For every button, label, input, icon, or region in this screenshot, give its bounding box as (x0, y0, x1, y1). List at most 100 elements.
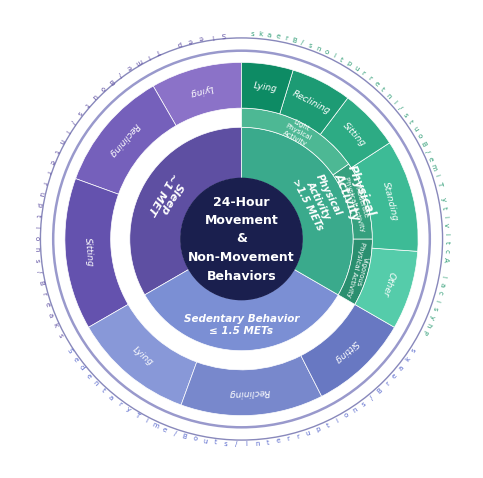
Text: i: i (143, 418, 148, 424)
Text: i: i (146, 53, 151, 59)
Text: /: / (70, 119, 76, 125)
Text: /: / (235, 441, 238, 447)
Text: /: / (36, 270, 42, 273)
Text: y: y (125, 406, 131, 413)
Text: r: r (116, 401, 122, 407)
Text: s: s (57, 332, 64, 338)
Text: Physical
Activity: Physical Activity (331, 163, 377, 224)
Text: k: k (404, 356, 412, 363)
Text: r: r (40, 292, 47, 296)
Text: n: n (33, 247, 40, 252)
Text: B: B (376, 387, 384, 394)
Text: Light
Physical
Activity: Light Physical Activity (281, 117, 316, 147)
Text: i: i (442, 215, 449, 218)
Text: m: m (430, 163, 438, 171)
Text: o: o (192, 435, 198, 442)
Text: s: s (34, 259, 41, 263)
Text: c: c (443, 249, 450, 253)
Text: t: t (34, 214, 41, 217)
Text: A: A (442, 257, 449, 262)
Text: s: s (431, 306, 438, 312)
Text: s: s (402, 112, 409, 119)
Text: n: n (92, 380, 99, 387)
Text: i: i (433, 173, 440, 177)
Text: Sitting: Sitting (341, 120, 367, 148)
Text: /: / (369, 394, 375, 401)
Text: /: / (117, 71, 122, 77)
Text: t: t (444, 241, 450, 244)
Text: s: s (76, 109, 83, 116)
Text: u: u (305, 430, 312, 437)
Text: Sleep
~1 MET: Sleep ~1 MET (146, 170, 188, 222)
Text: i: i (434, 299, 440, 303)
Text: p: p (345, 60, 352, 67)
Text: k: k (52, 322, 59, 328)
Text: I: I (246, 441, 248, 447)
Text: Sitting: Sitting (333, 338, 360, 365)
Circle shape (181, 178, 302, 300)
Text: e: e (391, 372, 398, 380)
Text: o: o (33, 236, 39, 240)
Text: a: a (107, 394, 114, 401)
Text: t: t (100, 388, 106, 394)
Wedge shape (145, 269, 338, 351)
Wedge shape (301, 304, 395, 396)
Wedge shape (320, 98, 390, 168)
Text: u: u (38, 191, 45, 196)
Text: s: s (250, 31, 254, 37)
Text: Standing: Standing (382, 181, 400, 222)
Text: B: B (38, 280, 44, 286)
Text: e: e (71, 356, 79, 363)
Wedge shape (351, 143, 418, 251)
Text: S: S (66, 348, 73, 354)
Text: t: t (53, 149, 59, 153)
Text: n: n (57, 138, 65, 144)
Text: Lying: Lying (189, 83, 214, 98)
Text: Vigorous
Physical Activity: Vigorous Physical Activity (345, 241, 372, 300)
Wedge shape (333, 164, 372, 239)
Text: r: r (360, 70, 366, 76)
Text: e: e (372, 80, 380, 87)
Wedge shape (153, 63, 242, 126)
Wedge shape (280, 70, 348, 134)
Text: Sedentary Behavior
≤ 1.5 METs: Sedentary Behavior ≤ 1.5 METs (184, 315, 299, 336)
Text: I: I (392, 99, 398, 105)
Text: /: / (172, 430, 177, 436)
Text: m: m (151, 421, 159, 429)
Text: n: n (315, 45, 322, 52)
Text: P: P (421, 329, 428, 336)
Text: e: e (275, 438, 281, 445)
Text: r: r (44, 170, 51, 174)
Text: l: l (440, 274, 447, 278)
Text: e: e (162, 426, 168, 433)
Text: Physical
Activity
>1.5 METs: Physical Activity >1.5 METs (291, 167, 346, 232)
Text: e: e (199, 34, 204, 41)
Text: /: / (397, 106, 403, 111)
Text: n: n (352, 406, 359, 414)
Text: /: / (300, 40, 304, 46)
Text: e: e (85, 372, 92, 380)
Text: e: e (427, 156, 434, 163)
Wedge shape (88, 304, 197, 405)
Wedge shape (181, 356, 322, 415)
Text: u: u (91, 92, 98, 99)
Text: Reclining: Reclining (291, 88, 332, 116)
Text: d: d (78, 364, 85, 371)
Text: i: i (332, 53, 336, 59)
Text: /: / (424, 149, 430, 154)
Text: l: l (211, 33, 214, 39)
Text: s: s (360, 401, 367, 407)
Text: s: s (308, 42, 313, 49)
Text: i: i (33, 226, 40, 228)
Text: B: B (107, 77, 114, 85)
Text: Other: Other (381, 271, 397, 297)
Wedge shape (242, 63, 293, 114)
Text: r: r (41, 180, 47, 185)
Text: s: s (224, 441, 228, 447)
Text: B: B (182, 433, 188, 440)
Text: a: a (47, 312, 54, 318)
Text: t: t (407, 119, 413, 125)
Text: t: t (325, 422, 330, 429)
Text: t: t (213, 439, 217, 446)
Text: T: T (436, 180, 442, 186)
